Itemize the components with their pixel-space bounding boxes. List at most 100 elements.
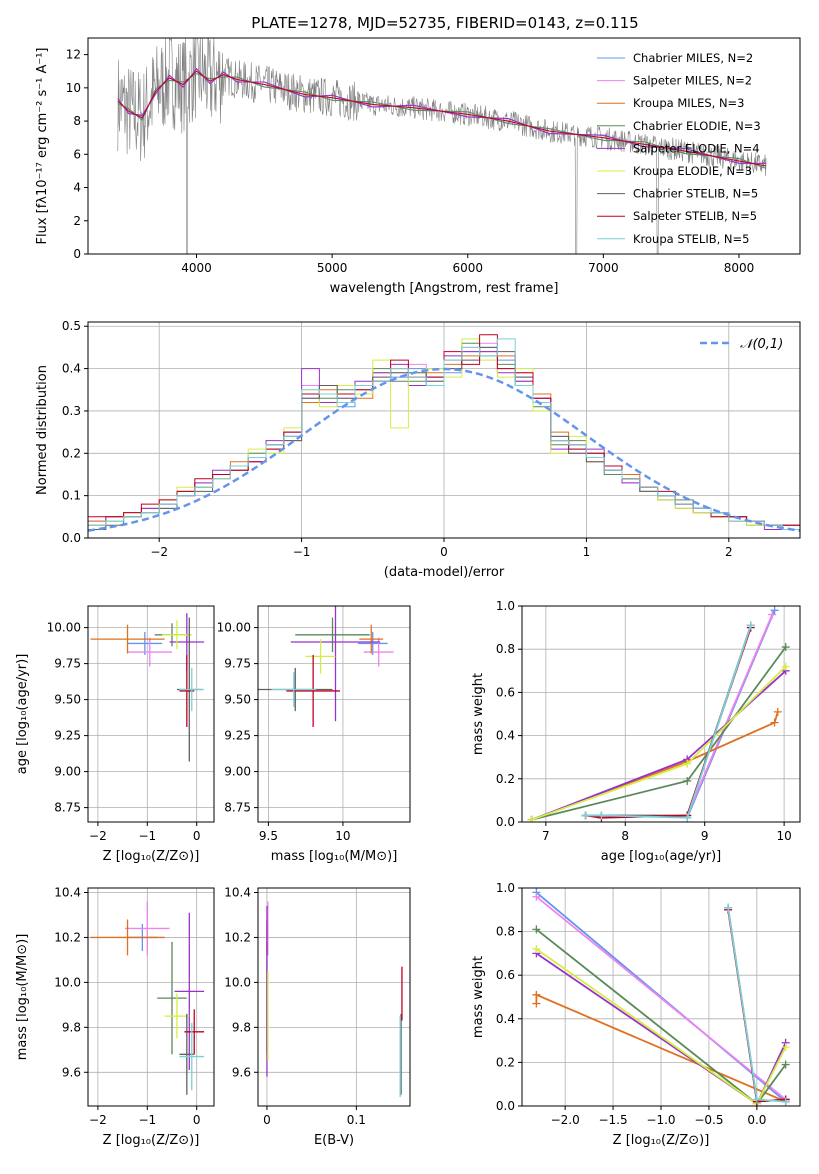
error-bar-point xyxy=(357,631,388,655)
figure-title: PLATE=1278, MJD=52735, FIBERID=0143, z=0… xyxy=(251,14,638,32)
x-axis-label: Z [log₁₀(Z/Z⊙)] xyxy=(103,849,200,864)
weight-line xyxy=(531,711,779,821)
weight-marker xyxy=(781,1097,790,1106)
plot-area xyxy=(266,901,403,1098)
weight-marker xyxy=(597,811,606,820)
chart-5: −2 −1 0 9.6 9.8 10.0 10.2 10.4 Z [log₁₀(Z/Z⊙)] ma… xyxy=(15,885,215,1148)
legend-label: Chabrier STELIB, N=5 xyxy=(633,187,758,201)
plot-area xyxy=(532,888,790,1106)
x-axis-label: E(B-V) xyxy=(314,1133,354,1148)
weight-line xyxy=(585,625,752,817)
x-tick-label: 6000 xyxy=(452,261,483,275)
error-bar-point xyxy=(174,912,205,1071)
y-tick-label: 0.4 xyxy=(496,729,515,743)
error-bar-point xyxy=(179,667,205,712)
weight-marker xyxy=(770,718,779,727)
error-bar-point xyxy=(271,672,317,707)
y-axis-label: mass [log₁₀(M/M⊙)] xyxy=(15,934,30,1061)
x-tick-label: 0.1 xyxy=(347,1113,366,1127)
weight-marker xyxy=(532,925,541,934)
weight-line xyxy=(535,896,787,1101)
y-tick-label: 0.6 xyxy=(496,968,515,982)
y-tick-label: 9.00 xyxy=(224,765,251,779)
legend-label: Chabrier MILES, N=2 xyxy=(633,51,753,65)
x-tick-label: 10 xyxy=(776,829,791,843)
weight-marker xyxy=(752,1095,761,1104)
x-tick-label: −0.5 xyxy=(694,1113,723,1127)
y-tick-label: 10.0 xyxy=(54,975,81,989)
y-axis-label: Normed distribution xyxy=(35,365,50,495)
error-bar-point xyxy=(162,620,192,650)
x-tick-label: −1.0 xyxy=(646,1113,675,1127)
error-bar-point xyxy=(157,941,187,1055)
x-axis-label: wavelength [Angstrom, rest frame] xyxy=(330,281,559,296)
x-tick-label: 0.0 xyxy=(747,1113,766,1127)
y-tick-label: 0.2 xyxy=(496,772,515,786)
legend: Chabrier MILES, N=2 Salpeter MILES, N=2 Kr… xyxy=(597,51,761,246)
axes-frame xyxy=(87,887,215,1107)
plot-area xyxy=(527,606,790,822)
weight-marker xyxy=(532,990,541,999)
axes-frame xyxy=(257,605,411,823)
weight-marker xyxy=(770,606,779,615)
y-tick-label: 9.25 xyxy=(54,729,81,743)
chart-1: −2 −1 0 1 2 0.0 0.1 0.2 0.3 0.4 0.5 (data-model)/er… xyxy=(35,319,801,580)
x-axis-label: (data-model)/error xyxy=(384,565,505,580)
weight-marker xyxy=(781,643,790,652)
weight-marker xyxy=(683,813,692,822)
x-tick-label: −2.0 xyxy=(551,1113,580,1127)
y-tick-label: 9.8 xyxy=(62,1020,81,1034)
x-tick-label: 2 xyxy=(725,545,733,559)
weight-marker xyxy=(683,776,692,785)
legend: 𝒩(0,1) xyxy=(700,337,783,352)
y-tick-label: 9.75 xyxy=(54,657,81,671)
chart-4: 7 8 9 10 0.0 0.2 0.4 0.6 0.8 1.0 age [log₁₀(age/yr… xyxy=(471,599,801,864)
histogram-step xyxy=(88,338,800,538)
weight-marker xyxy=(746,621,755,630)
error-bar-point xyxy=(164,993,190,1039)
y-tick-label: 0.8 xyxy=(496,925,515,939)
legend-label: Kroupa STELIB, N=5 xyxy=(633,232,750,246)
y-tick-label: 0 xyxy=(73,247,81,261)
error-bar-point xyxy=(295,617,370,653)
y-tick-label: 6 xyxy=(73,147,81,161)
weight-line xyxy=(585,625,752,819)
y-tick-label: 8 xyxy=(73,114,81,128)
error-bar-point xyxy=(125,901,170,956)
x-tick-label: 9.5 xyxy=(259,829,278,843)
weight-line xyxy=(686,614,774,816)
y-tick-label: 10.4 xyxy=(54,885,81,899)
x-tick-label: 7000 xyxy=(588,261,619,275)
y-tick-label: 0.5 xyxy=(62,319,81,333)
x-tick-label: 0 xyxy=(193,829,201,843)
axes-frame xyxy=(521,605,801,823)
weight-marker xyxy=(781,1043,790,1052)
plot-area xyxy=(258,606,394,727)
error-bar-point xyxy=(286,654,340,727)
y-tick-label: 10.0 xyxy=(224,975,251,989)
histogram-step xyxy=(88,334,800,538)
y-tick-label: 0.4 xyxy=(62,362,81,376)
y-tick-label: 0.2 xyxy=(62,446,81,460)
y-tick-label: 10.2 xyxy=(54,930,81,944)
plot-area xyxy=(117,38,767,254)
x-tick-label: −2 xyxy=(89,829,107,843)
y-axis-label: age [log₁₀(age/yr)] xyxy=(15,654,30,775)
weight-marker xyxy=(581,811,590,820)
x-tick-label: 5000 xyxy=(317,261,348,275)
model-spectrum-line xyxy=(117,67,767,164)
x-tick-label: 7 xyxy=(542,829,550,843)
y-tick-label: 10.00 xyxy=(217,621,251,635)
y-tick-label: 0.0 xyxy=(496,815,515,829)
weight-line xyxy=(531,670,787,821)
x-tick-label: 0 xyxy=(263,1113,271,1127)
y-tick-label: 10.00 xyxy=(47,621,81,635)
y-tick-label: 4 xyxy=(73,181,81,195)
y-tick-label: 9.6 xyxy=(232,1065,251,1079)
y-tick-label: 8.75 xyxy=(224,801,251,815)
error-bar-point xyxy=(184,1009,205,1055)
y-tick-label: 9.6 xyxy=(62,1065,81,1079)
weight-marker xyxy=(781,662,790,671)
y-tick-label: 9.75 xyxy=(224,657,251,671)
y-axis-label: mass weight xyxy=(471,956,486,1038)
